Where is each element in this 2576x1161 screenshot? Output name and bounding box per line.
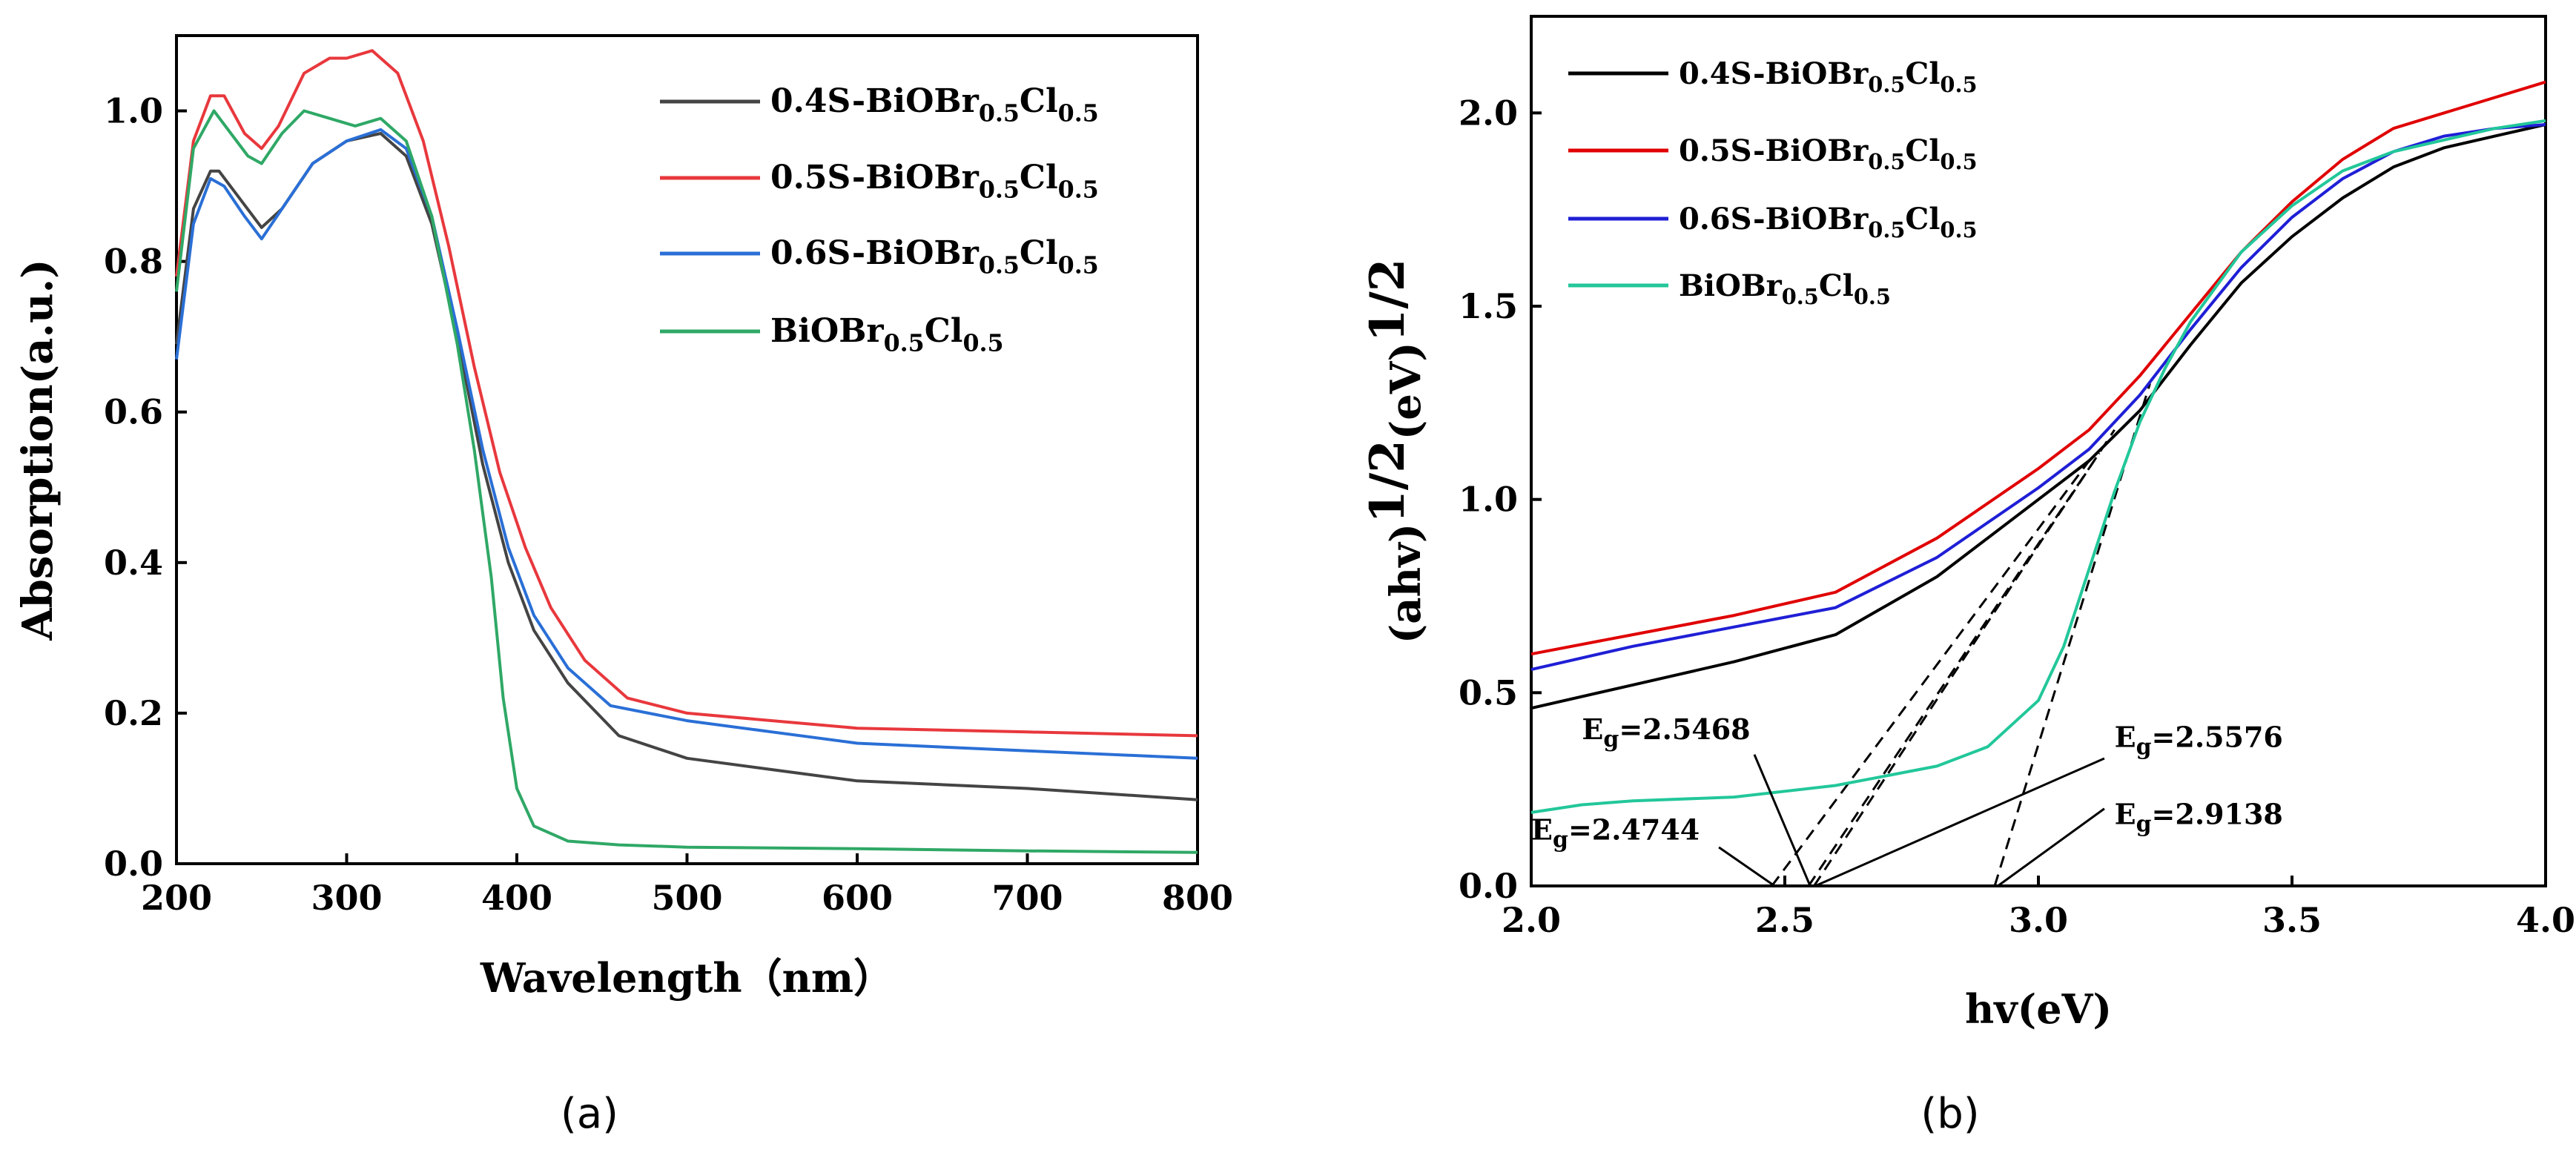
x-axis-title: Wavelength（nm） bbox=[480, 954, 894, 1002]
annotation-arrow bbox=[1718, 846, 1776, 887]
annotation-label: Eg=2.5576 bbox=[2115, 720, 2283, 760]
legend-label: BiOBr0.5Cl0.5 bbox=[1679, 268, 1891, 309]
x-tick-label: 600 bbox=[822, 878, 893, 918]
y-tick-label: 0.4 bbox=[104, 543, 163, 583]
y-tick-label: 1.5 bbox=[1459, 286, 1518, 326]
y-tick-label: 0.0 bbox=[1459, 866, 1518, 906]
x-tick-label: 3.5 bbox=[2262, 900, 2322, 940]
x-tick-label: 2.0 bbox=[1502, 900, 1561, 940]
y-tick-label: 0.6 bbox=[104, 392, 163, 432]
annotation-label: Eg=2.5468 bbox=[1582, 712, 1750, 752]
legend-label: 0.4S-BiOBr0.5Cl0.5 bbox=[770, 82, 1099, 127]
y-tick-label: 1.0 bbox=[104, 91, 163, 131]
legend-label: 0.6S-BiOBr0.5Cl0.5 bbox=[770, 234, 1099, 279]
series-line bbox=[1530, 119, 2546, 814]
annotation-arrow bbox=[1814, 757, 2105, 887]
panel-a-chart: 200 300 400 500 600 700 800 0.0 0.2 0.4 0.6 0.8 1.0 0… bbox=[13, 34, 1233, 1002]
legend-label: 0.6S-BiOBr0.5Cl0.5 bbox=[1679, 202, 1978, 242]
x-tick-label: 3.0 bbox=[2009, 900, 2068, 940]
y-tick-label: 2.0 bbox=[1459, 93, 1518, 133]
annotation-arrow bbox=[1753, 754, 1812, 887]
annotation-arrow bbox=[1997, 807, 2105, 887]
y-tick-label: 0.2 bbox=[104, 693, 163, 733]
caption-b: (b) bbox=[1921, 1090, 1980, 1138]
x-tick-label: 300 bbox=[311, 878, 382, 918]
x-axis-title: hv(eV) bbox=[1965, 985, 2112, 1033]
x-tick-label: 800 bbox=[1162, 878, 1233, 918]
y-axis-title: (ahv)1/2(eV)1/2 bbox=[1360, 259, 1430, 644]
x-tick-label: 500 bbox=[651, 878, 722, 918]
annotation-label: Eg=2.4744 bbox=[1531, 813, 1700, 853]
tangent-line bbox=[1807, 452, 2101, 887]
legend-label: 0.5S-BiOBr0.5Cl0.5 bbox=[770, 159, 1099, 203]
tangent-line bbox=[1771, 460, 2090, 887]
series-line bbox=[175, 128, 1198, 760]
panel-b-chart: 2.0 2.5 3.0 3.5 4.0 0.0 0.5 1.0 1.5 2.0 Eg=2.5468 E… bbox=[1360, 15, 2575, 1033]
tangent-line bbox=[1993, 383, 2151, 887]
x-tick-label: 2.5 bbox=[1755, 900, 1814, 940]
y-tick-label: 1.0 bbox=[1459, 480, 1518, 520]
series-line bbox=[1530, 80, 2546, 656]
x-tick-label: 700 bbox=[991, 878, 1063, 918]
series-line bbox=[175, 109, 1198, 854]
series-line bbox=[175, 49, 1198, 738]
legend-label: 0.5S-BiOBr0.5Cl0.5 bbox=[1679, 133, 1978, 174]
y-tick-label: 0.8 bbox=[104, 242, 163, 282]
legend-label: BiOBr0.5Cl0.5 bbox=[770, 312, 1004, 357]
legend-label: 0.4S-BiOBr0.5Cl0.5 bbox=[1679, 56, 1978, 97]
x-tick-label: 400 bbox=[481, 878, 552, 918]
x-tick-label: 4.0 bbox=[2516, 900, 2575, 940]
tangent-line bbox=[1813, 429, 2116, 887]
y-tick-label: 0.0 bbox=[104, 844, 163, 884]
caption-a: (a) bbox=[560, 1090, 618, 1138]
y-axis-title: Absorption(a.u.) bbox=[13, 259, 62, 641]
y-tick-label: 0.5 bbox=[1459, 672, 1518, 712]
series-line bbox=[175, 132, 1198, 801]
annotation-label: Eg=2.9138 bbox=[2115, 798, 2283, 838]
series-line bbox=[1530, 123, 2546, 710]
x-tick-label: 200 bbox=[141, 878, 212, 918]
